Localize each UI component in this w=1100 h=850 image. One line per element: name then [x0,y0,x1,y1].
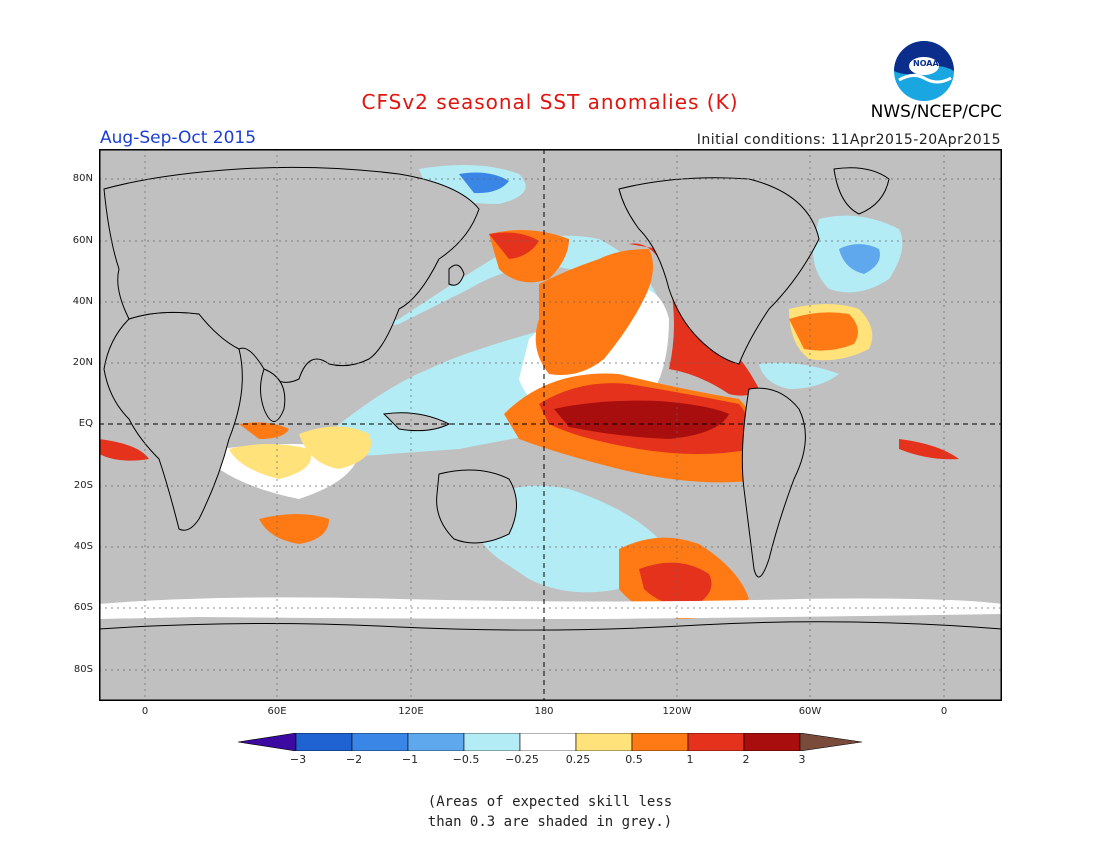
lat-label: 80N [72,173,93,184]
east-asia-islands [448,264,465,286]
skill-note: (Areas of expected skill less than 0.3 a… [0,792,1100,832]
colorbar-segment [575,733,633,751]
continents [99,166,1002,701]
colorbar-tick: −0.25 [505,753,539,766]
lat-label: 40S [73,541,93,552]
map-grid [99,149,1002,701]
colorbar-tick: −0.5 [452,753,480,766]
colorbar [238,733,862,751]
equator-dateline [99,149,1002,701]
initial-conditions: Initial conditions: 11Apr2015-20Apr2015 [696,132,1001,148]
colorbar-tick: 1 [686,753,694,766]
lon-label: 60E [267,706,287,717]
greenland [833,167,890,215]
lat-label: 40N [72,296,93,307]
colorbar-segment [519,733,577,751]
colorbar-tick: 2 [742,753,750,766]
skill-note-line: (Areas of expected skill less [427,794,673,810]
antarctica [99,621,1002,701]
colorbar-tick: 3 [798,753,806,766]
colorbar-segment [631,733,689,751]
colorbar-tick: −3 [289,753,307,766]
colorbar-segment [687,733,745,751]
lon-label: 0 [141,706,149,717]
australia [436,469,517,544]
colorbar-segment [463,733,521,751]
noaa-logo: NOAA [893,40,955,102]
agency-label: NWS/NCEP/CPC [870,102,1002,122]
skill-note-line: than 0.3 are shaded in grey.) [427,814,673,830]
eurasia [103,166,480,383]
south-america [741,387,806,578]
india [260,368,286,422]
lat-label: 60N [72,235,93,246]
north-america [618,177,820,365]
map-frame [99,149,1002,701]
forecast-period: Aug-Sep-Oct 2015 [100,128,257,148]
lon-label: 180 [534,706,554,717]
lon-label: 120W [662,706,692,717]
colorbar-segment [238,733,297,751]
colorbar-segment [351,733,409,751]
logo-text: NOAA [913,59,939,68]
anomaly-shading [99,165,1002,619]
colorbar-tick: −1 [401,753,419,766]
lat-label: 20S [73,480,93,491]
sst-anomaly-map [99,149,1002,701]
lat-label: 20N [72,357,93,368]
colorbar-tick: 0.5 [625,753,643,766]
indonesia [382,412,451,432]
lat-label: 80S [73,664,93,675]
colorbar-segment [295,733,353,751]
colorbar-segment [743,733,801,751]
colorbar-tick: 0.25 [565,753,591,766]
lon-label: 120E [398,706,424,717]
colorbar-segment [799,733,862,751]
lon-label: 60W [798,706,822,717]
page-title: CFSv2 seasonal SST anomalies (K) [361,90,739,114]
lat-label: 60S [73,602,93,613]
lon-label: 0 [940,706,948,717]
colorbar-tick: −2 [345,753,363,766]
lat-label: EQ [78,418,93,429]
colorbar-segment [407,733,465,751]
